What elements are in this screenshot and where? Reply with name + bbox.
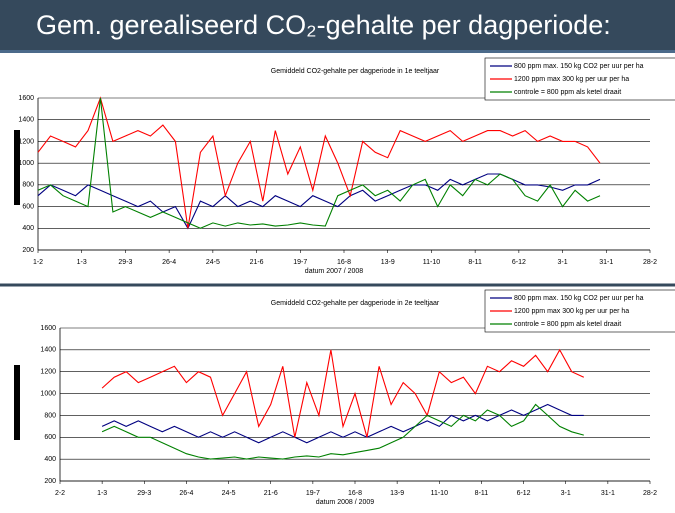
y-tick-label: 200 xyxy=(22,247,34,254)
x-tick-label: 31-1 xyxy=(601,490,615,497)
series-line xyxy=(101,348,585,438)
x-tick-label: 31-1 xyxy=(599,259,613,266)
x-tick-label: 26-4 xyxy=(179,490,193,497)
header-bar xyxy=(0,0,675,50)
x-tick-label: 1-2 xyxy=(33,259,43,266)
x-tick-label: 28-2 xyxy=(643,490,657,497)
x-tick-label: 11-10 xyxy=(431,490,448,497)
header-rule xyxy=(0,50,675,53)
y-tick-label: 400 xyxy=(22,225,34,232)
y-tick-label: 800 xyxy=(22,182,34,189)
y-tick-label: 1200 xyxy=(40,369,56,376)
legend-label: 1200 ppm max 300 kg per uur per ha xyxy=(514,76,629,83)
x-tick-label: 29-3 xyxy=(118,259,132,266)
chart-title: Gemiddeld CO2-gehalte per dagperiode in … xyxy=(271,300,440,307)
x-tick-label: 8-11 xyxy=(475,490,489,497)
x-tick-label: 16-8 xyxy=(337,259,351,266)
y-tick-label: 1400 xyxy=(18,117,34,124)
x-tick-label: 26-4 xyxy=(162,259,176,266)
series-line xyxy=(37,97,601,229)
x-tick-label: 13-9 xyxy=(381,259,395,266)
y-tick-label: 600 xyxy=(44,434,56,441)
header-title: Gem. gerealiseerd CO₂-gehalte per dagper… xyxy=(36,10,611,40)
series-line xyxy=(101,403,584,460)
x-tick-label: 6-12 xyxy=(512,259,526,266)
legend-label: 1200 ppm max 300 kg per uur per ha xyxy=(514,308,629,315)
side-bar xyxy=(14,365,20,440)
x-axis-label: datum 2007 / 2008 xyxy=(305,268,363,275)
series-line xyxy=(37,96,601,229)
y-tick-label: 600 xyxy=(22,203,34,210)
x-tick-label: 19-7 xyxy=(306,490,320,497)
x-tick-label: 19-7 xyxy=(293,259,307,266)
legend-label: controle = 800 ppm als ketel draait xyxy=(514,321,621,328)
x-tick-label: 29-3 xyxy=(137,490,151,497)
y-tick-label: 1400 xyxy=(40,347,56,354)
legend-label: controle = 800 ppm als ketel draait xyxy=(514,89,621,96)
x-tick-label: 21-6 xyxy=(250,259,264,266)
x-tick-label: 11-10 xyxy=(423,259,440,266)
chart-title: Gemiddeld CO2-gehalte per dagperiode in … xyxy=(271,68,440,75)
x-tick-label: 28-2 xyxy=(643,259,657,266)
legend-label: 800 ppm max. 150 kg CO2 per uur per ha xyxy=(514,295,644,302)
series-line xyxy=(101,403,584,444)
x-axis-label: datum 2008 / 2009 xyxy=(316,499,374,506)
x-tick-label: 13-9 xyxy=(390,490,404,497)
series-line xyxy=(37,173,601,230)
x-tick-label: 21-6 xyxy=(264,490,278,497)
y-tick-label: 200 xyxy=(44,478,56,485)
x-tick-label: 3-1 xyxy=(558,259,568,266)
legend-label: 800 ppm max. 150 kg CO2 per uur per ha xyxy=(514,63,644,70)
x-tick-label: 16-8 xyxy=(348,490,362,497)
x-tick-label: 2-2 xyxy=(55,490,65,497)
legend-box xyxy=(484,289,675,333)
y-tick-label: 1600 xyxy=(18,95,34,102)
y-tick-label: 1000 xyxy=(40,390,56,397)
y-tick-label: 1200 xyxy=(18,138,34,145)
x-tick-label: 8-11 xyxy=(468,259,482,266)
y-tick-label: 800 xyxy=(44,412,56,419)
x-tick-label: 24-5 xyxy=(222,490,236,497)
y-tick-label: 400 xyxy=(44,456,56,463)
y-tick-label: 1000 xyxy=(18,160,34,167)
x-tick-label: 1-3 xyxy=(77,259,87,266)
x-tick-label: 24-5 xyxy=(206,259,220,266)
x-tick-label: 3-1 xyxy=(561,490,571,497)
x-tick-label: 1-3 xyxy=(97,490,107,497)
side-bar xyxy=(14,130,20,205)
x-tick-label: 6-12 xyxy=(517,490,531,497)
legend-box xyxy=(484,57,675,101)
y-tick-label: 1600 xyxy=(40,325,56,332)
